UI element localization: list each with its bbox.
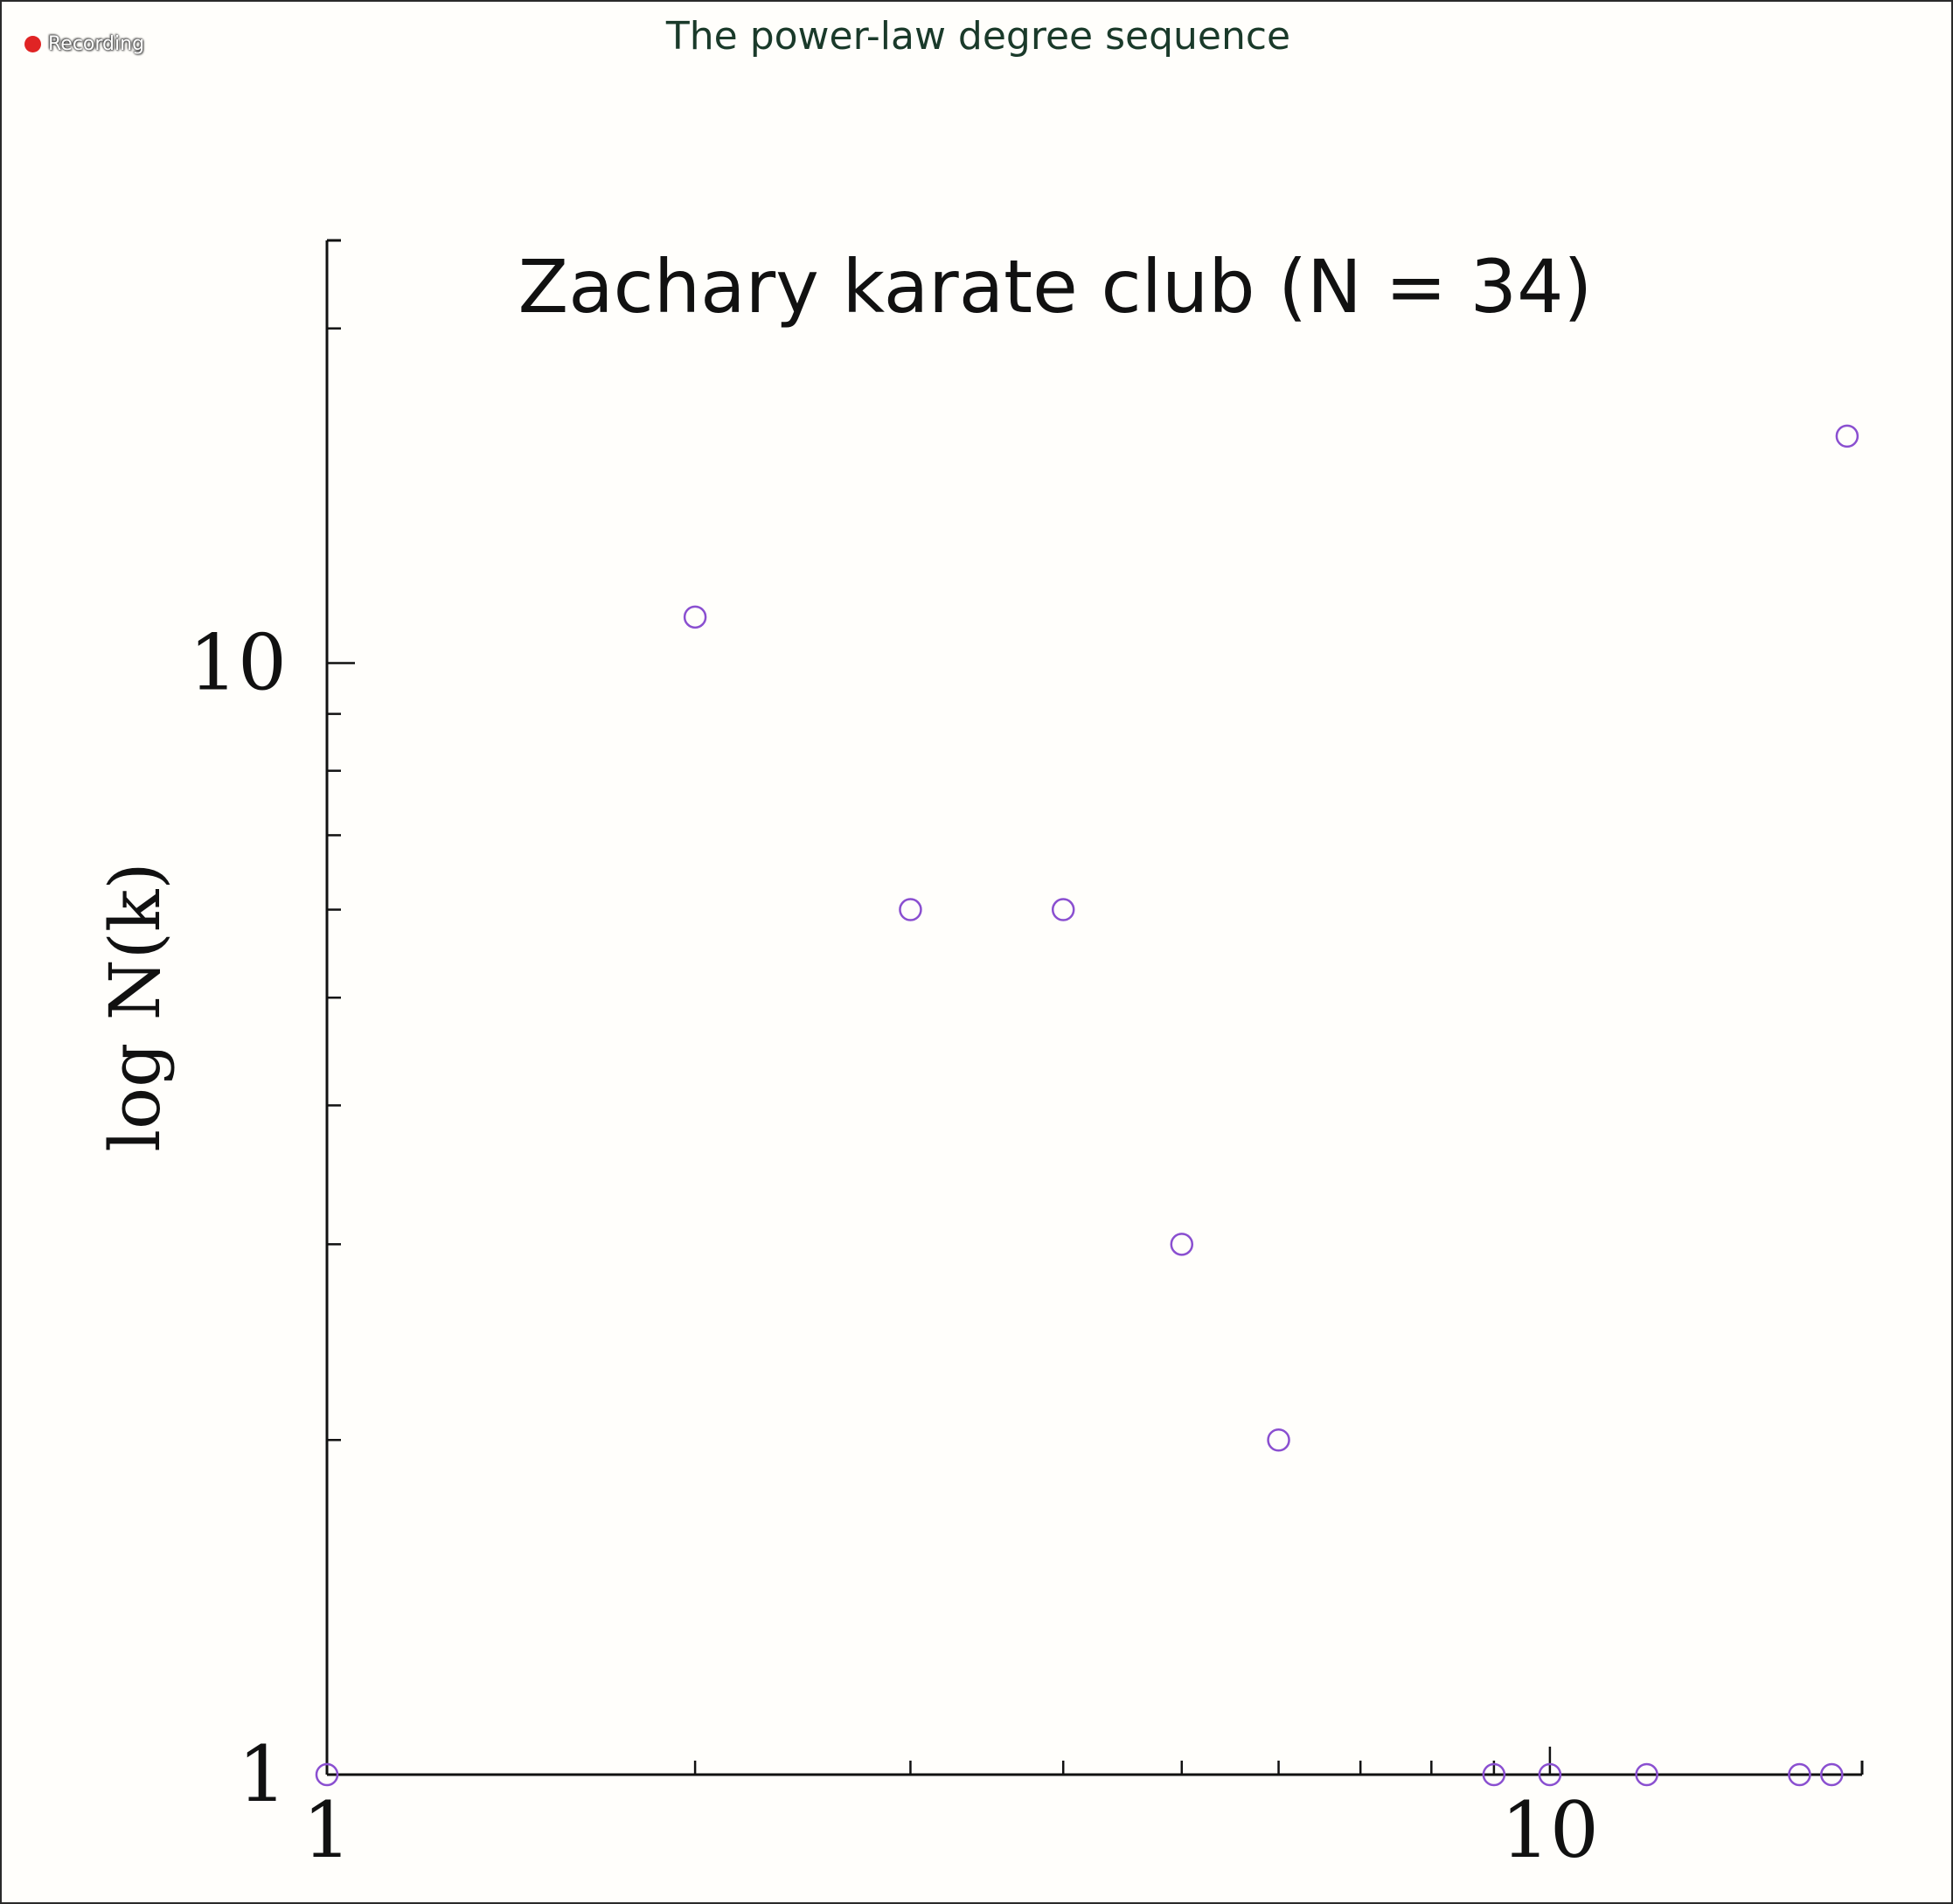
data-point: [1267, 1428, 1290, 1452]
data-point: [1482, 1762, 1506, 1787]
recording-dot-icon: [24, 36, 41, 52]
data-point: [315, 1762, 339, 1787]
recording-label: Recording: [48, 33, 145, 55]
data-point: [1635, 1762, 1658, 1787]
data-point: [1835, 424, 1859, 448]
data-point: [1820, 1762, 1844, 1787]
data-point: [1170, 1233, 1194, 1256]
data-point: [1051, 898, 1075, 921]
chart-points: [315, 424, 1859, 1787]
y-tick-label: 10: [189, 617, 287, 707]
x-tick-label: 10: [1501, 1785, 1599, 1875]
data-point: [683, 605, 707, 629]
chart-axes: [325, 239, 1864, 1776]
data-point: [1788, 1762, 1811, 1787]
slide-title: The power-law degree sequence: [665, 14, 1291, 59]
y-axis-label: log N(k): [94, 862, 176, 1151]
chart-title: Zachary karate club (N = 34): [518, 244, 1593, 330]
chart-ticks: 1 10 10 1: [189, 327, 1599, 1875]
x-tick-label: 1: [302, 1785, 351, 1875]
y-tick-label: 1: [238, 1729, 287, 1819]
recording-indicator: Recording: [24, 33, 144, 55]
data-point: [899, 898, 922, 921]
data-point: [1538, 1762, 1562, 1787]
